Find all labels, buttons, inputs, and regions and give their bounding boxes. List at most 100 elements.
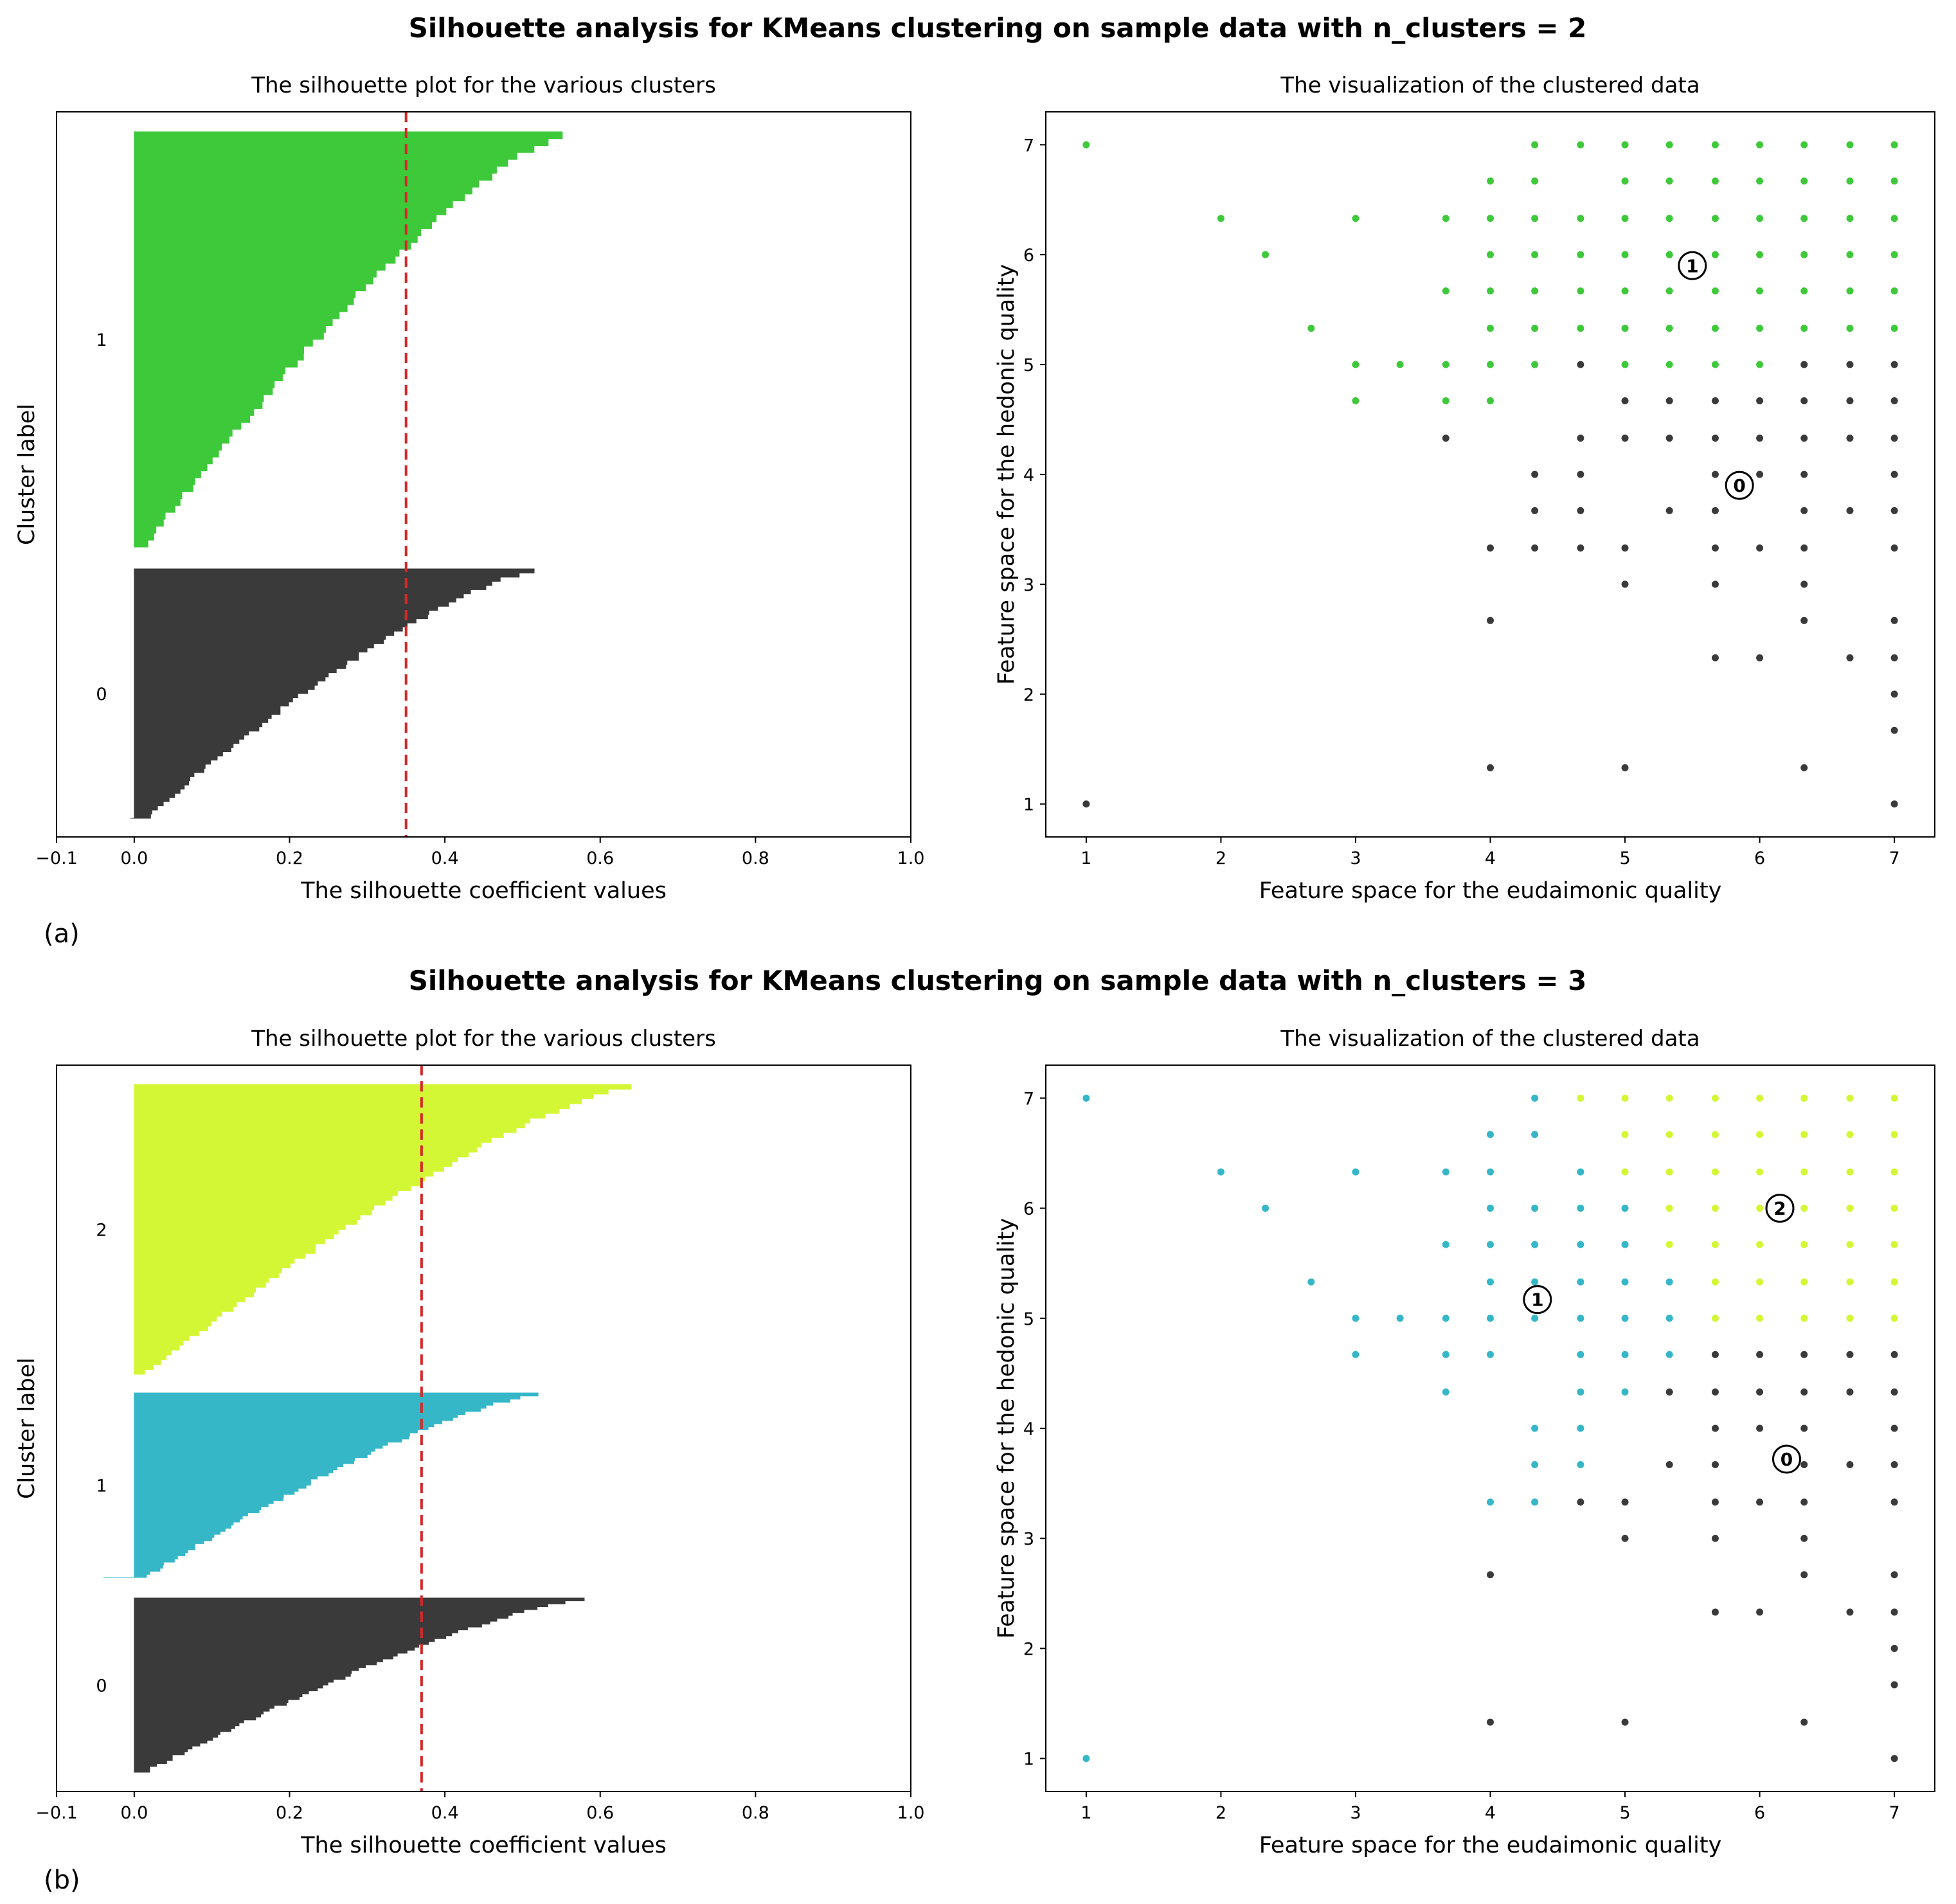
data-point-cluster-1: [1800, 251, 1808, 258]
data-point-cluster-0: [1890, 1755, 1898, 1763]
data-point-cluster-1: [1531, 361, 1539, 368]
data-point-cluster-0: [1800, 1718, 1808, 1726]
data-point-cluster-1: [1665, 141, 1673, 148]
b-scatter-xlabel: Feature space for the eudaimonic quality: [1259, 1833, 1722, 1858]
data-point-cluster-2: [1711, 1131, 1719, 1138]
y-tick-label: 4: [1023, 1419, 1034, 1439]
data-point-cluster-0: [1577, 435, 1584, 442]
cluster-label-0: 0: [96, 685, 107, 705]
data-point-cluster-0: [1800, 397, 1808, 404]
data-point-cluster-1: [1577, 1424, 1584, 1432]
y-tick-label: 4: [1023, 465, 1034, 485]
data-point-cluster-1: [1756, 177, 1764, 185]
data-point-cluster-2: [1756, 1094, 1764, 1102]
x-tick-label: 7: [1889, 849, 1900, 868]
x-tick-label: 0.0: [120, 1803, 148, 1823]
data-point-cluster-0: [1890, 1644, 1898, 1652]
data-point-cluster-0: [1890, 1461, 1898, 1468]
data-point-cluster-0: [1846, 1608, 1854, 1616]
data-point-cluster-1: [1711, 177, 1719, 185]
data-point-cluster-0: [1665, 1388, 1673, 1396]
data-point-cluster-1: [1621, 287, 1629, 295]
x-tick-label: 2: [1216, 1803, 1226, 1823]
cluster-center-label-1: 1: [1531, 1289, 1543, 1311]
data-point-cluster-2: [1890, 1094, 1898, 1102]
data-point-cluster-1: [1442, 287, 1449, 295]
x-tick-label: 0.4: [431, 849, 459, 868]
cluster-center-marker-0: [1772, 1444, 1801, 1474]
data-point-cluster-0: [1756, 1388, 1764, 1396]
data-point-cluster-1: [1487, 1241, 1494, 1248]
cluster-center-label-1: 1: [1686, 255, 1698, 276]
data-point-cluster-1: [1577, 141, 1584, 148]
data-point-cluster-0: [1621, 544, 1629, 552]
data-point-cluster-2: [1621, 1131, 1629, 1138]
data-point-cluster-0: [1846, 1351, 1854, 1358]
data-point-cluster-1: [1621, 361, 1629, 368]
data-point-cluster-2: [1665, 1168, 1673, 1176]
data-point-cluster-0: [1890, 1681, 1898, 1689]
data-point-cluster-1: [1711, 325, 1719, 332]
data-point-cluster-1: [1577, 325, 1584, 332]
data-point-cluster-0: [1577, 1498, 1584, 1506]
y-tick-label: 6: [1023, 246, 1034, 265]
data-point-cluster-2: [1756, 1168, 1764, 1176]
data-point-cluster-1: [1800, 287, 1808, 295]
silhouette-band-cluster-0: [134, 1597, 585, 1773]
data-point-cluster-0: [1711, 1498, 1719, 1506]
data-point-cluster-0: [1487, 544, 1494, 552]
silhouette-band-cluster-2: [134, 1084, 632, 1375]
data-point-cluster-1: [1846, 215, 1854, 222]
data-point-cluster-0: [1442, 435, 1449, 442]
x-tick-label: 0.2: [276, 1803, 303, 1823]
data-point-cluster-1: [1756, 215, 1764, 222]
data-point-cluster-0: [1890, 471, 1898, 478]
x-tick-label: 1.0: [897, 849, 925, 868]
data-point-cluster-0: [1890, 1608, 1898, 1616]
x-tick-label: 0.8: [742, 849, 769, 868]
data-point-cluster-0: [1756, 397, 1764, 404]
data-point-cluster-0: [1800, 764, 1808, 771]
data-point-cluster-2: [1756, 1205, 1764, 1212]
data-point-cluster-2: [1711, 1241, 1719, 1248]
data-point-cluster-1: [1487, 325, 1494, 332]
data-point-cluster-2: [1756, 1131, 1764, 1138]
a-sil-xlabel: The silhouette coefficient values: [300, 878, 667, 904]
x-tick-label: 4: [1485, 849, 1496, 868]
data-point-cluster-1: [1352, 215, 1359, 222]
data-point-cluster-1: [1577, 251, 1584, 258]
data-point-cluster-1: [1531, 325, 1539, 332]
x-tick-label: 3: [1350, 1803, 1361, 1823]
data-point-cluster-2: [1846, 1278, 1854, 1286]
data-point-cluster-0: [1846, 1461, 1854, 1468]
y-tick-label: 3: [1023, 575, 1034, 595]
data-point-cluster-0: [1800, 1351, 1808, 1358]
data-point-cluster-2: [1756, 1315, 1764, 1322]
data-point-cluster-0: [1800, 1461, 1808, 1468]
data-point-cluster-1: [1756, 325, 1764, 332]
y-tick-label: 2: [1023, 685, 1034, 705]
data-point-cluster-2: [1621, 1168, 1629, 1176]
data-point-cluster-2: [1800, 1315, 1808, 1322]
data-point-cluster-1: [1711, 361, 1719, 368]
data-point-cluster-1: [1487, 1315, 1494, 1322]
x-tick-label: 5: [1619, 1803, 1630, 1823]
a-scatter-ylabel: Feature space for the hedonic quality: [994, 264, 1019, 685]
data-point-cluster-0: [1487, 764, 1494, 771]
data-point-cluster-1: [1487, 1498, 1494, 1506]
y-tick-label: 1: [1023, 1750, 1034, 1770]
data-point-cluster-0: [1756, 1498, 1764, 1506]
cluster-center-marker-0: [1725, 471, 1754, 500]
data-point-cluster-2: [1665, 1205, 1673, 1212]
cluster-label-1: 1: [96, 1477, 107, 1496]
data-point-cluster-1: [1800, 215, 1808, 222]
data-point-cluster-0: [1890, 726, 1898, 734]
cluster-center-marker-2: [1765, 1194, 1795, 1223]
x-tick-label: −0.1: [35, 1803, 78, 1823]
data-point-cluster-1: [1396, 1315, 1404, 1322]
data-point-cluster-1: [1487, 1278, 1494, 1286]
scatter-plot-a: The visualization of the clustered data F…: [994, 73, 1935, 904]
data-point-cluster-1: [1890, 215, 1898, 222]
y-tick-label: 3: [1023, 1529, 1034, 1549]
